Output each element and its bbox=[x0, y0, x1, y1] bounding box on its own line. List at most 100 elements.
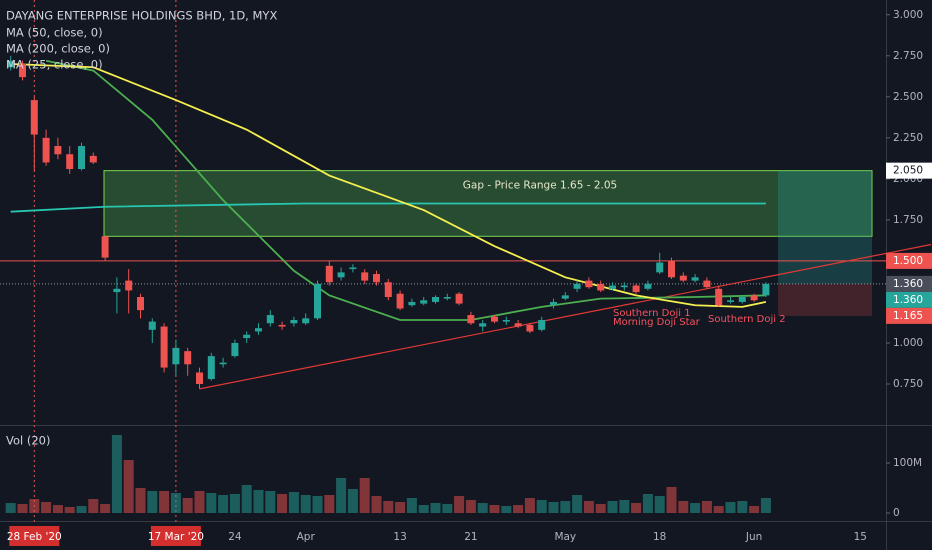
candle-body bbox=[585, 280, 593, 288]
pattern-annotation: Morning Doji Star bbox=[613, 317, 701, 328]
volume-bar bbox=[288, 492, 299, 513]
volume-bar bbox=[430, 503, 441, 513]
volume-bar bbox=[619, 500, 630, 513]
volume-bar bbox=[395, 502, 406, 513]
candle-body bbox=[502, 319, 510, 322]
candle-body bbox=[691, 277, 699, 281]
price-label: 1.360 bbox=[893, 294, 923, 306]
y-tick-label: 2.250 bbox=[893, 132, 923, 144]
candle-body bbox=[78, 146, 85, 170]
moving-average bbox=[45, 59, 766, 321]
candle-body bbox=[361, 272, 369, 281]
x-tick-label: May bbox=[554, 531, 576, 543]
candle-body bbox=[373, 274, 380, 283]
candle-body bbox=[491, 316, 498, 322]
candle-body bbox=[750, 295, 758, 301]
volume-bar bbox=[595, 504, 606, 513]
candle-body bbox=[314, 283, 321, 319]
candle-body bbox=[703, 280, 711, 288]
candle-body bbox=[384, 282, 392, 298]
volume-bar bbox=[560, 501, 571, 513]
volume-bar bbox=[194, 491, 205, 513]
candle-body bbox=[656, 262, 664, 273]
projection-loss bbox=[778, 283, 872, 316]
candle-body bbox=[278, 324, 286, 327]
projection-profit bbox=[778, 170, 872, 284]
gap-label: Gap - Price Range 1.65 - 2.05 bbox=[463, 180, 618, 192]
candle-body bbox=[137, 297, 144, 311]
volume-bar bbox=[513, 505, 524, 513]
x-tick-highlight bbox=[9, 526, 60, 546]
price-label-box bbox=[886, 252, 932, 269]
volume-bar bbox=[241, 485, 252, 513]
volume-bar bbox=[359, 478, 370, 513]
candle-body bbox=[19, 63, 26, 78]
price-label: 1.360 bbox=[893, 278, 923, 290]
volume-bar bbox=[477, 503, 488, 513]
candle-body bbox=[42, 137, 50, 163]
volume-bar bbox=[690, 503, 701, 513]
volume-bar bbox=[501, 506, 512, 513]
volume-bar bbox=[524, 498, 535, 513]
price-label-box bbox=[886, 291, 932, 308]
x-tick-label: 18 bbox=[653, 531, 666, 543]
volume-bar bbox=[312, 496, 323, 513]
volume-bar bbox=[29, 499, 40, 513]
candle-body bbox=[302, 318, 310, 324]
candle-body bbox=[514, 323, 522, 327]
price-label: 1.500 bbox=[893, 255, 923, 267]
candle-body bbox=[609, 285, 616, 289]
x-tick-label: Apr bbox=[297, 531, 316, 543]
y-tick-label: 2.750 bbox=[893, 50, 923, 62]
x-tick-label: 17 Mar '20 bbox=[148, 531, 204, 543]
candle-body bbox=[668, 260, 675, 278]
candle-body bbox=[727, 300, 734, 302]
y-tick-label: 2.500 bbox=[893, 91, 923, 103]
candle-body bbox=[325, 265, 333, 283]
volume-bar bbox=[631, 503, 642, 513]
volume-bar bbox=[41, 502, 52, 513]
candle-body bbox=[479, 323, 487, 327]
candle-body bbox=[620, 285, 628, 288]
volume-bar bbox=[406, 498, 417, 513]
candle-body bbox=[396, 293, 404, 309]
volume-bar bbox=[111, 435, 122, 513]
volume-bar bbox=[159, 491, 170, 513]
candle-body bbox=[337, 272, 345, 278]
volume-bar bbox=[418, 505, 429, 513]
y-tick-label: 1.750 bbox=[893, 214, 923, 226]
volume-bar bbox=[347, 489, 358, 513]
volume-title: Vol (20) bbox=[6, 434, 50, 448]
x-tick-label: 24 bbox=[228, 531, 242, 543]
volume-bar bbox=[206, 493, 217, 513]
pattern-annotation: Southern Doji 1 bbox=[613, 308, 691, 319]
candle-body bbox=[550, 301, 557, 306]
volume-bar bbox=[583, 501, 594, 513]
candle-body bbox=[432, 297, 439, 302]
candle-body bbox=[243, 334, 251, 339]
price-label-box bbox=[886, 275, 932, 292]
trendline bbox=[199, 243, 932, 390]
x-tick-highlight bbox=[150, 526, 201, 546]
candle-body bbox=[408, 301, 416, 306]
legend-entry: MA (200, close, 0) bbox=[6, 42, 110, 56]
candle-body bbox=[160, 326, 168, 368]
price-label: 2.050 bbox=[893, 165, 923, 177]
volume-bar bbox=[88, 499, 99, 513]
candle-body bbox=[207, 356, 215, 380]
x-tick-label: Jun bbox=[745, 531, 762, 543]
candle-body bbox=[632, 285, 640, 293]
candle-body bbox=[762, 283, 770, 296]
candle-body bbox=[196, 372, 203, 384]
volume-bar bbox=[548, 502, 559, 513]
candle-body bbox=[30, 100, 38, 135]
candle-body bbox=[231, 342, 239, 357]
volume-tick-label: 0 bbox=[893, 507, 900, 519]
volume-bar bbox=[383, 501, 394, 513]
volume-bar bbox=[489, 505, 500, 513]
y-tick-label: 1.000 bbox=[893, 337, 923, 349]
candle-body bbox=[66, 154, 74, 170]
volume-bar bbox=[135, 488, 146, 513]
volume-bar bbox=[100, 504, 111, 513]
